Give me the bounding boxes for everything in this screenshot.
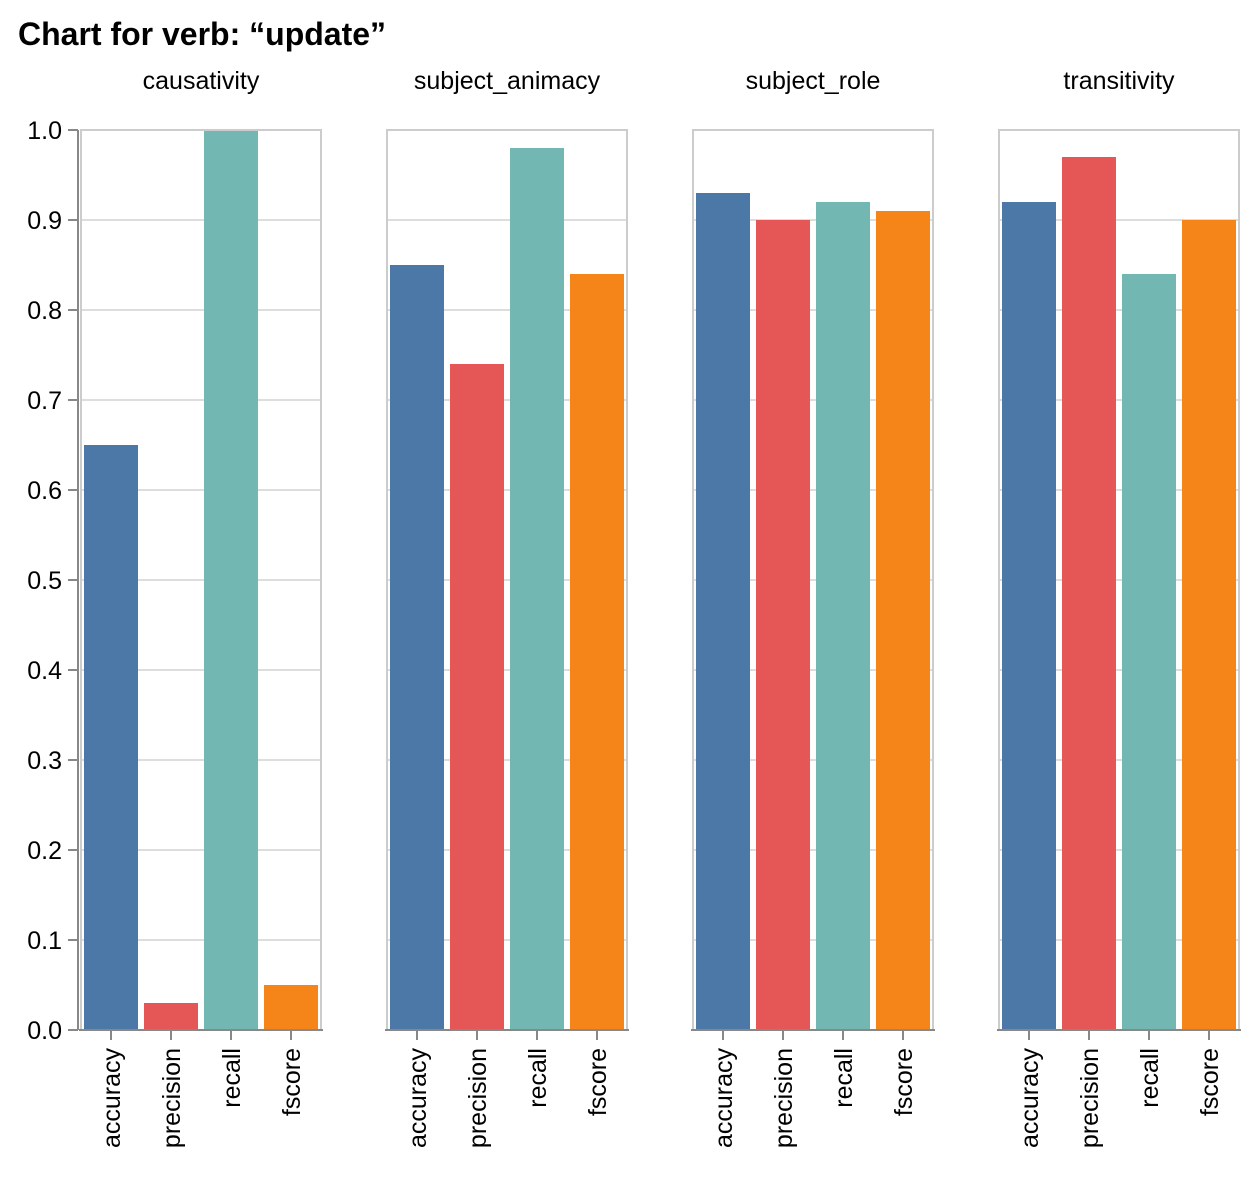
facet-transitivity: accuracy precision recall fscore transitivit…: [997, 67, 1241, 1148]
x-tick-label: accuracy: [98, 1048, 126, 1149]
facet-header: subject_role: [746, 67, 881, 95]
bar-subject-role-precision: [756, 220, 810, 1030]
facet-subject-role: accuracy precision recall fscore subject_rol…: [691, 67, 935, 1148]
x-tick-label: fscore: [890, 1048, 918, 1116]
y-tick-label: 0.9: [27, 207, 62, 235]
x-tick-label: precision: [1076, 1048, 1104, 1148]
bar-subject-role-accuracy: [696, 193, 750, 1030]
bar-subject-role-fscore: [876, 211, 930, 1030]
y-tick-label: 0.3: [27, 747, 62, 775]
facet-causativity: accuracy precision recall fscore causativity: [79, 67, 323, 1148]
bar-transitivity-recall: [1122, 274, 1176, 1030]
bar-transitivity-accuracy: [1002, 202, 1056, 1030]
x-tick-label: fscore: [1196, 1048, 1224, 1116]
x-tick-label: precision: [464, 1048, 492, 1148]
y-tick-label: 1.0: [27, 117, 62, 145]
facet-header: subject_animacy: [414, 67, 601, 95]
facet-header: causativity: [143, 67, 260, 95]
x-tick-label: accuracy: [404, 1048, 432, 1149]
y-tick-label: 0.8: [27, 297, 62, 325]
bar-subject-animacy-precision: [450, 364, 504, 1030]
y-tick-label: 0.0: [27, 1017, 62, 1045]
bar-causativity-accuracy: [84, 445, 138, 1030]
x-tick-label: recall: [1136, 1048, 1164, 1108]
y-tick-label: 0.4: [27, 657, 62, 685]
x-tick-label: fscore: [278, 1048, 306, 1116]
facet-subject-animacy: accuracy precision recall fscore subject_ani…: [385, 67, 629, 1148]
bar-causativity-recall: [204, 130, 258, 1030]
y-axis: 0.0 0.1 0.2 0.3 0.4 0.5 0.6 0.7 0.8 0.9 1.0: [27, 117, 79, 1045]
x-tick-label: recall: [524, 1048, 552, 1108]
x-tick-label: precision: [158, 1048, 186, 1148]
y-tick-label: 0.1: [27, 927, 62, 955]
bar-subject-role-recall: [816, 202, 870, 1030]
bar-subject-animacy-accuracy: [390, 265, 444, 1030]
bar-causativity-precision: [144, 1003, 198, 1030]
y-tick-label: 0.7: [27, 387, 62, 415]
x-tick-label: accuracy: [1016, 1048, 1044, 1149]
bar-subject-animacy-recall: [510, 148, 564, 1030]
y-tick-label: 0.2: [27, 837, 62, 865]
x-tick-label: accuracy: [710, 1048, 738, 1149]
x-tick-label: recall: [218, 1048, 246, 1108]
facets: accuracy precision recall fscore causativity…: [79, 67, 1241, 1148]
y-tick-label: 0.6: [27, 477, 62, 505]
x-tick-label: recall: [830, 1048, 858, 1108]
y-tick-label: 0.5: [27, 567, 62, 595]
bar-transitivity-fscore: [1182, 220, 1236, 1030]
bar-subject-animacy-fscore: [570, 274, 624, 1030]
facet-header: transitivity: [1063, 67, 1175, 95]
x-tick-label: fscore: [584, 1048, 612, 1116]
bar-causativity-fscore: [264, 985, 318, 1030]
x-tick-label: precision: [770, 1048, 798, 1148]
chart-title: Chart for verb: “update”: [18, 16, 386, 52]
bar-transitivity-precision: [1062, 157, 1116, 1030]
